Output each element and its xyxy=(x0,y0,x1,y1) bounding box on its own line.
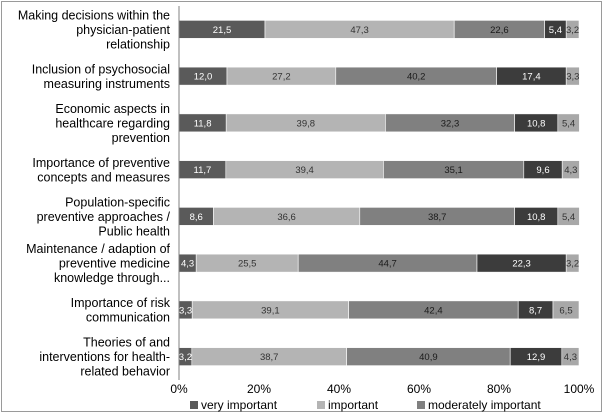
bar-segment-8-5 xyxy=(561,347,580,366)
data-label: 17,4 xyxy=(522,72,541,83)
category-label: Maintenance / adaption of xyxy=(26,242,170,256)
data-label: 6,5 xyxy=(559,305,572,316)
category-label: communication xyxy=(86,311,170,325)
data-label: 21,5 xyxy=(213,25,232,36)
data-label: 5,4 xyxy=(562,118,575,129)
legend-swatch xyxy=(417,401,425,409)
category-label: interventions for health- xyxy=(39,350,170,364)
data-label: 44,7 xyxy=(378,259,397,270)
bar-segment-2-5 xyxy=(565,66,580,86)
bar-segment-7-5 xyxy=(552,300,580,320)
category-label: Making decisions within the xyxy=(18,8,170,22)
data-label: 4,3 xyxy=(564,352,577,363)
data-label: 40,9 xyxy=(419,352,438,363)
legend: very important important moderately import… xyxy=(190,398,541,412)
bar-segment-4-5 xyxy=(561,160,580,179)
category-labels: Making decisions within thephysician-pat… xyxy=(18,8,171,378)
bar-segment-5-5 xyxy=(557,207,580,226)
bar-segment-1-5 xyxy=(565,20,580,39)
category-label: preventive approaches / xyxy=(37,210,171,224)
data-label: 27,2 xyxy=(272,72,291,83)
data-label: 22,6 xyxy=(490,25,509,36)
category-label: physician-patient xyxy=(76,23,170,37)
category-label: Population-specific xyxy=(65,195,170,209)
data-label: 3,2 xyxy=(566,259,579,270)
data-label: 10,8 xyxy=(527,118,546,129)
category-label: Economic aspects in xyxy=(55,102,170,116)
data-label: 5,4 xyxy=(549,25,562,36)
x-axis: 0% 20% 40% 60% 80% 100% xyxy=(170,6,595,396)
bars-layer: 21,5 47,3 22,6 5,4 3,2 12,0 27,2 40,2 17,4 3,3 11,… xyxy=(178,20,580,366)
category-label: measuring instruments xyxy=(44,77,170,91)
data-label: 5,4 xyxy=(562,212,575,223)
data-label: 39,8 xyxy=(297,118,316,129)
data-label: 40,2 xyxy=(407,72,426,83)
data-label: 4,3 xyxy=(564,165,577,176)
category-label: Importance of risk xyxy=(71,296,171,310)
data-label: 42,4 xyxy=(424,305,443,316)
bar-segment-6-5 xyxy=(565,253,580,273)
category-label: healthcare regarding xyxy=(55,116,170,130)
category-label: Importance of preventive xyxy=(32,156,170,170)
category-label: prevention xyxy=(112,131,170,145)
category-label: preventive medicine xyxy=(59,257,170,271)
bar-segment-3-5 xyxy=(557,113,580,133)
data-label: 25,5 xyxy=(238,259,257,270)
data-label: 38,7 xyxy=(428,212,447,223)
x-tick-label: 80% xyxy=(487,382,511,396)
category-label: concepts and measures xyxy=(37,170,170,184)
data-label: 39,4 xyxy=(295,165,314,176)
data-label: 22,3 xyxy=(512,259,531,270)
data-label: 12,9 xyxy=(527,352,546,363)
data-label: 3,3 xyxy=(566,72,579,83)
category-label: related behavior xyxy=(80,365,170,379)
legend-label: important xyxy=(328,398,379,412)
data-label: 47,3 xyxy=(350,25,369,36)
legend-label: moderately important xyxy=(428,398,541,412)
data-label: 32,3 xyxy=(441,118,460,129)
category-label: Public health xyxy=(98,224,170,238)
data-label: 36,6 xyxy=(277,212,296,223)
category-label: Inclusion of psychosocial xyxy=(32,62,170,76)
data-label: 10,8 xyxy=(527,212,546,223)
x-tick-label: 100% xyxy=(564,382,595,396)
data-label: 12,0 xyxy=(194,72,213,83)
category-label: knowledge through... xyxy=(54,271,170,285)
legend-swatch xyxy=(190,401,198,409)
data-label: 38,7 xyxy=(260,352,279,363)
data-label: 11,7 xyxy=(194,165,212,176)
data-label: 8,6 xyxy=(190,212,203,223)
category-label: Theories of and xyxy=(83,336,170,350)
legend-swatch xyxy=(317,401,325,409)
data-label: 3,2 xyxy=(179,352,192,363)
data-label: 3,2 xyxy=(566,25,579,36)
data-label: 35,1 xyxy=(444,165,463,176)
x-tick-label: 60% xyxy=(407,382,431,396)
category-label: relationship xyxy=(106,37,170,51)
data-label: 11,8 xyxy=(194,118,212,129)
legend-label: very important xyxy=(201,398,278,412)
data-label: 4,3 xyxy=(181,259,194,270)
x-tick-label: 20% xyxy=(247,382,271,396)
data-label: 39,1 xyxy=(261,305,280,316)
x-tick-label: 40% xyxy=(327,382,351,396)
x-tick-label: 0% xyxy=(170,382,188,396)
data-label: 8,7 xyxy=(529,305,542,316)
data-label: 3,3 xyxy=(179,305,192,316)
data-label: 9,6 xyxy=(536,165,549,176)
